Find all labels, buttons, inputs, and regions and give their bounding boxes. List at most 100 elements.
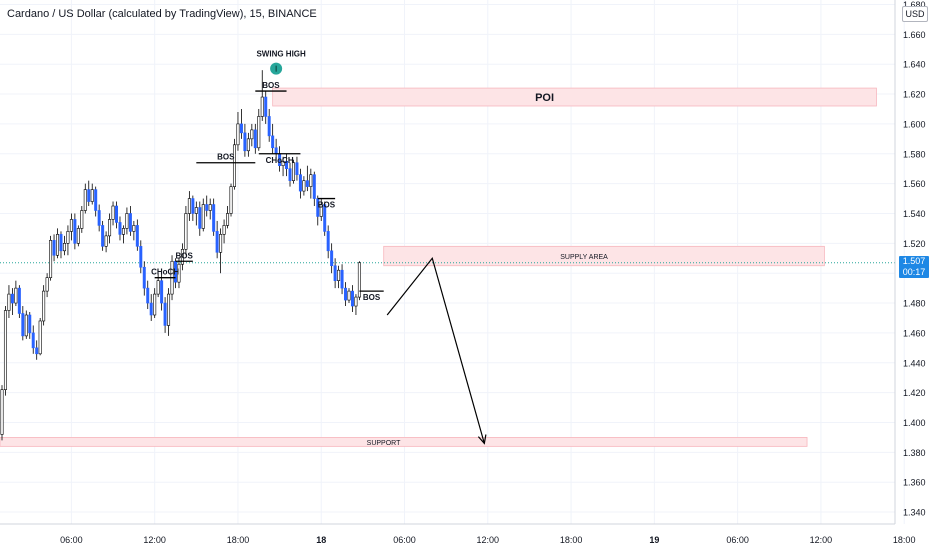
candle <box>344 282 348 307</box>
time-tick-label: 12:00 <box>477 535 500 545</box>
candle-body <box>226 213 230 226</box>
candle <box>10 288 14 315</box>
candle <box>97 204 101 232</box>
candle-body <box>59 234 63 252</box>
candle <box>323 201 327 236</box>
candle <box>42 285 46 326</box>
price-tick-label: 1.660 <box>903 30 926 40</box>
candle <box>319 198 323 221</box>
candle-body <box>257 116 261 149</box>
candle <box>215 220 219 259</box>
candle-body <box>62 243 66 252</box>
candle <box>177 258 181 289</box>
candle <box>45 273 49 298</box>
candle <box>149 294 153 321</box>
price-tick-label: 1.600 <box>903 119 926 129</box>
candle <box>184 206 188 256</box>
candle <box>104 231 108 253</box>
candle <box>38 317 42 356</box>
chart-axes <box>0 0 896 525</box>
candle <box>232 138 236 190</box>
price-tick-label: 1.540 <box>903 209 926 219</box>
last-price-tag: 1.507 00:17 <box>899 256 929 278</box>
candle-body <box>28 314 32 334</box>
zone-support <box>0 437 808 447</box>
candle <box>24 310 28 339</box>
price-tick-label: 1.580 <box>903 149 926 159</box>
structure-label: BOS <box>363 293 381 302</box>
candle <box>281 156 285 177</box>
candle <box>0 385 4 441</box>
candle <box>264 91 268 124</box>
candle <box>163 297 167 333</box>
candle <box>333 258 337 289</box>
candle <box>17 285 21 318</box>
price-tick-label: 1.620 <box>903 90 926 100</box>
candle <box>253 123 257 154</box>
candle-body <box>69 219 73 232</box>
candle <box>139 240 143 274</box>
candle <box>226 206 230 229</box>
candle <box>28 312 32 339</box>
structure-label: BOS <box>176 251 194 260</box>
candle <box>118 216 122 241</box>
candle <box>291 159 295 184</box>
candle-body <box>184 213 188 250</box>
candle-body <box>80 210 84 229</box>
candle-body <box>187 198 191 214</box>
candle <box>135 219 139 251</box>
candle-body <box>243 132 247 152</box>
candle <box>187 191 191 221</box>
candle <box>156 273 160 298</box>
candle <box>250 123 254 147</box>
time-axis[interactable]: 06:00 12:00 18:00 18 06:00 12:00 18:00 19 06:00 1… <box>60 535 915 545</box>
candle <box>83 183 87 214</box>
currency-unit-button[interactable]: USD <box>902 6 928 22</box>
candle-body <box>73 219 77 244</box>
candle <box>357 261 361 301</box>
price-tick-label: 1.440 <box>903 358 926 368</box>
candle-body <box>298 174 302 192</box>
candle <box>236 111 240 151</box>
candle <box>111 201 115 226</box>
zone-label: SUPPORT <box>367 440 401 447</box>
candle-body <box>330 250 334 267</box>
chart-title: Cardano / US Dollar (calculated by Tradi… <box>7 8 317 20</box>
price-tick-label: 1.340 <box>903 508 926 518</box>
candle <box>354 294 358 315</box>
candle <box>191 195 195 221</box>
candle <box>340 264 344 295</box>
candle <box>285 153 289 177</box>
time-tick-label: 12:00 <box>143 535 166 545</box>
candle <box>142 261 146 296</box>
candle-body <box>295 162 299 175</box>
candle-body <box>115 205 119 223</box>
candle-body <box>153 293 157 316</box>
candle <box>80 206 84 233</box>
candle-body <box>337 269 341 281</box>
candle-body <box>180 249 184 265</box>
candle-body <box>76 228 80 244</box>
candle-body <box>94 189 98 211</box>
candle-body <box>288 168 292 181</box>
candle <box>101 220 105 251</box>
candle-body <box>142 266 146 289</box>
bar-countdown: 00:17 <box>902 267 926 277</box>
candle-body <box>198 207 202 229</box>
candle-body <box>264 96 268 117</box>
candle <box>267 108 271 142</box>
time-tick-label: 18:00 <box>893 535 916 545</box>
candle-body <box>149 302 153 316</box>
candle-body <box>285 160 289 169</box>
candle-body <box>56 234 60 256</box>
candle-body <box>83 189 87 211</box>
candle <box>52 234 56 262</box>
candle <box>257 108 261 151</box>
price-axis[interactable]: 1.680 1.660 1.640 1.620 1.600 1.580 1.560 1.540… <box>903 0 926 518</box>
candle-body <box>219 234 223 253</box>
candle <box>69 213 73 241</box>
candle-body <box>333 265 337 281</box>
swing-high-marker[interactable]: SWING HIGH <box>256 50 306 75</box>
